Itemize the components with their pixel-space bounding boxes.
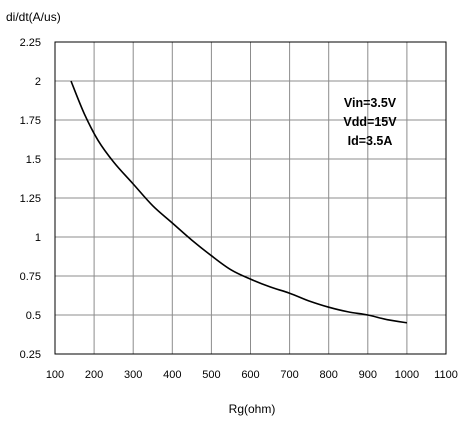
x-tick-label: 900	[359, 369, 377, 381]
x-tick-label: 400	[163, 369, 181, 381]
grid	[55, 42, 446, 354]
y-tick-label: 0.75	[20, 271, 41, 283]
annotation-vin: Vin=3.5V	[344, 96, 397, 110]
x-tick-label: 700	[280, 369, 298, 381]
x-tick-label: 500	[202, 369, 220, 381]
y-tick-labels: 2.25 2 1.75 1.5 1.25 1 0.75 0.5 0.25	[20, 37, 41, 361]
annotation-box: Vin=3.5V Vdd=15V Id=3.5A	[343, 96, 397, 148]
y-tick-label: 2.25	[20, 37, 41, 49]
y-axis-label: di/dt(A/us)	[6, 10, 61, 24]
y-tick-label: 0.5	[26, 310, 41, 322]
y-tick-label: 0.25	[20, 349, 41, 361]
y-tick-label: 1	[35, 232, 41, 244]
x-tick-label: 1000	[395, 369, 419, 381]
y-tick-label: 1.25	[20, 193, 41, 205]
y-tick-label: 1.5	[26, 154, 41, 166]
series-layer	[70, 80, 408, 324]
annotation-id: Id=3.5A	[348, 134, 393, 148]
x-tick-label: 800	[320, 369, 338, 381]
x-tick-label: 600	[241, 369, 259, 381]
x-tick-label: 300	[124, 369, 142, 381]
x-tick-label: 1100	[434, 369, 458, 381]
y-tick-label: 1.75	[20, 115, 41, 127]
series-line	[70, 80, 408, 324]
x-axis-label: Rg(ohm)	[229, 402, 276, 416]
annotation-vdd: Vdd=15V	[343, 115, 397, 129]
plot-frame	[54, 41, 447, 355]
x-tick-label: 100	[46, 369, 64, 381]
y-tick-label: 2	[35, 76, 41, 88]
x-tick-labels: 100 200 300 400 500 600 700 800 900 1000 1100	[46, 369, 458, 381]
x-tick-label: 200	[85, 369, 103, 381]
